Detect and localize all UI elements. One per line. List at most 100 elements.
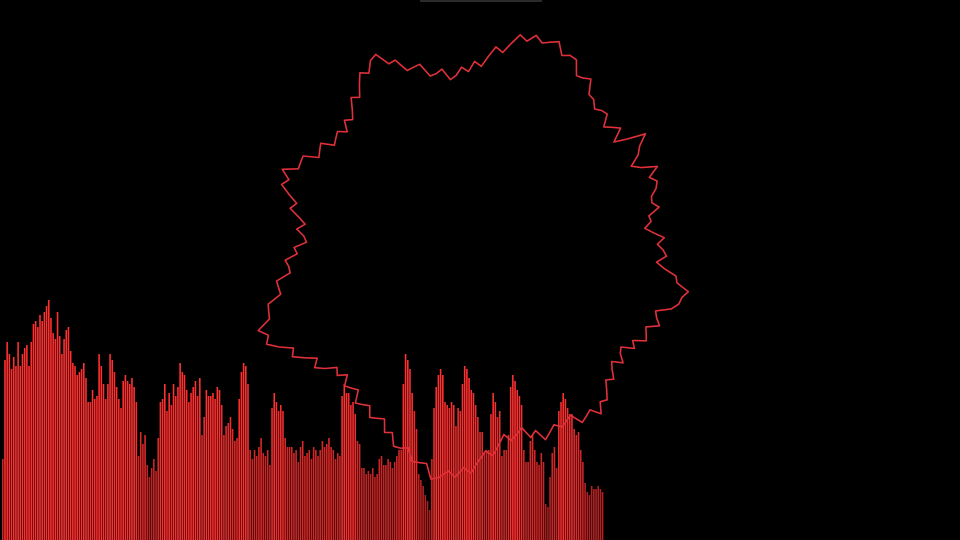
spectrum-bar <box>124 375 127 540</box>
spectrum-bar <box>120 408 122 540</box>
spectrum-bar <box>332 450 335 540</box>
spectrum-bars <box>2 300 604 540</box>
spectrum-bar <box>417 474 420 540</box>
spectrum-bar <box>269 465 271 540</box>
spectrum-bar <box>74 366 76 540</box>
spectrum-bar <box>590 486 593 540</box>
spectrum-bar <box>297 462 300 540</box>
spectrum-bar <box>290 447 293 540</box>
spectrum-bar <box>137 456 140 540</box>
spectrum-bar <box>113 372 116 540</box>
spectrum-bar <box>363 468 365 540</box>
spectrum-bar <box>406 360 409 540</box>
spectrum-bar <box>199 378 201 540</box>
spectrum-bar <box>512 375 514 540</box>
spectrum-bar <box>582 462 584 540</box>
spectrum-bar <box>188 402 190 540</box>
spectrum-bar <box>6 342 8 540</box>
spectrum-bar <box>231 429 234 540</box>
spectrum-bar <box>472 393 475 540</box>
spectrum-bar <box>461 384 464 540</box>
spectrum-bar <box>481 432 483 540</box>
spectrum-bar <box>209 396 212 540</box>
spectrum-bar <box>514 381 516 540</box>
spectrum-bar <box>391 468 394 540</box>
spectrum-bar <box>516 390 519 540</box>
spectrum-bar <box>183 375 186 540</box>
spectrum-bar <box>315 450 317 540</box>
spectrum-bar <box>352 402 354 540</box>
spectrum-bar <box>459 411 462 540</box>
spectrum-bar <box>531 435 534 540</box>
spectrum-bar <box>310 459 313 540</box>
spectrum-bar <box>518 396 521 540</box>
spectrum-bar <box>122 381 124 540</box>
spectrum-bar <box>312 447 315 540</box>
spectrum-bar <box>568 414 571 540</box>
spectrum-bar <box>247 384 249 540</box>
spectrum-bar <box>2 459 4 540</box>
spectrum-bar <box>448 408 451 540</box>
spectrum-bar <box>115 387 118 540</box>
spectrum-bar <box>547 507 549 540</box>
spectrum-bar <box>356 441 359 540</box>
spectrum-bar <box>174 396 177 540</box>
spectrum-bar <box>275 402 278 540</box>
spectrum-bar <box>468 378 470 540</box>
spectrum-bar <box>234 441 236 540</box>
spectrum-bar <box>264 456 267 540</box>
spectrum-bar <box>126 381 129 540</box>
spectrum-bar <box>542 462 545 540</box>
spectrum-bar <box>181 372 184 540</box>
spectrum-bar <box>380 456 383 540</box>
spectrum-bar <box>43 312 46 540</box>
spectrum-bar <box>32 324 35 540</box>
spectrum-bar <box>345 393 348 540</box>
spectrum-bar <box>135 402 138 540</box>
spectrum-bar <box>424 495 427 540</box>
spectrum-bar <box>52 333 54 540</box>
spectrum-bar <box>308 450 311 540</box>
spectrum-bar <box>509 387 512 540</box>
spectrum-bar <box>367 471 370 540</box>
spectrum-bar <box>398 450 400 540</box>
spectrum-bar <box>299 447 302 540</box>
spectrum-bar <box>336 453 339 540</box>
spectrum-bar <box>260 438 262 540</box>
spectrum-bar <box>295 450 297 540</box>
spectrum-bar <box>361 468 363 540</box>
spectrum-bar <box>168 393 170 540</box>
spectrum-bar <box>148 477 151 540</box>
spectrum-bar <box>538 465 540 540</box>
spectrum-bar <box>85 378 87 540</box>
spectrum-bar <box>288 447 291 540</box>
spectrum-bar <box>255 456 258 540</box>
spectrum-bar <box>433 408 435 540</box>
spectrum-bar <box>562 393 564 540</box>
spectrum-bar <box>442 375 444 540</box>
spectrum-bar <box>536 462 538 540</box>
spectrum-bar <box>558 411 560 540</box>
spectrum-bar <box>341 396 343 540</box>
spectrum-bar <box>503 450 505 540</box>
spectrum-bar <box>527 462 529 540</box>
spectrum-bar <box>144 435 146 540</box>
spectrum-bar <box>107 384 109 540</box>
spectrum-bar <box>376 474 378 540</box>
spectrum-bar <box>153 459 155 540</box>
spectrum-bar <box>452 405 455 540</box>
spectrum-bar <box>238 399 241 540</box>
spectrum-bar <box>96 396 98 540</box>
spectrum-bar <box>139 432 142 540</box>
spectrum-bar <box>271 408 273 540</box>
spectrum-bar <box>128 384 131 540</box>
spectrum-bar <box>325 444 328 540</box>
spectrum-bar <box>218 390 221 540</box>
spectrum-bar <box>203 417 205 540</box>
spectrum-bar <box>378 459 381 540</box>
spectrum-bar <box>343 384 346 540</box>
spectrum-bar <box>293 453 295 540</box>
spectrum-bar <box>190 393 192 540</box>
spectrum-bar <box>166 411 168 540</box>
